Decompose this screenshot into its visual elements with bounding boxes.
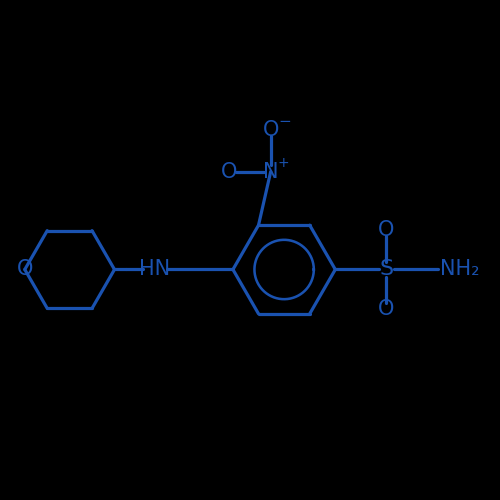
Text: O: O: [262, 120, 279, 140]
Text: NH₂: NH₂: [440, 260, 480, 280]
Text: S: S: [380, 260, 394, 280]
Text: O: O: [221, 162, 238, 182]
Text: HN: HN: [140, 260, 170, 280]
Text: O: O: [16, 260, 33, 280]
Text: +: +: [278, 156, 289, 170]
Text: O: O: [378, 300, 394, 320]
Text: O: O: [378, 220, 394, 240]
Text: −: −: [278, 114, 290, 129]
Text: N: N: [263, 162, 278, 182]
